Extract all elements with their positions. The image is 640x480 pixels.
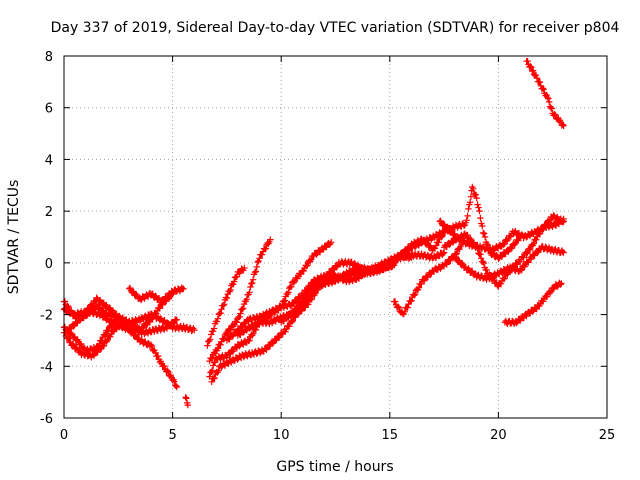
x-tick-label: 20 [490,428,507,443]
series-trace-19 [436,215,567,254]
x-tick-label: 15 [382,428,399,443]
x-tick-label: 0 [60,428,68,443]
y-tick-label: 6 [45,102,53,117]
plus-markers [126,284,187,306]
plus-markers [182,394,191,409]
plus-markers [204,264,248,349]
plus-markers [451,243,567,283]
series-trace-20 [501,279,565,327]
series-trace-18 [451,243,567,283]
plus-markers [436,215,567,254]
x-tick-label: 5 [168,428,176,443]
plus-markers [501,279,565,327]
x-tick-label: 25 [599,428,616,443]
series-trace-14 [278,250,415,326]
axis-ticks: 0 5 10 15 20 25 -6 -4 -2 0 2 4 6 8 [40,50,615,443]
y-axis-label: SDTVAR / TECUs [6,180,22,295]
y-tick-label: -2 [40,309,53,324]
x-axis-label: GPS time / hours [276,459,393,475]
plus-markers [278,250,415,326]
plus-markers [523,57,567,129]
series-trace-5 [65,307,181,338]
plus-markers [397,183,524,263]
plot-frame [63,55,608,419]
y-tick-label: 0 [45,257,53,272]
series-trace-8 [204,264,248,349]
y-tick-label: -4 [40,360,53,375]
series-trace-16 [397,183,524,263]
chart-title: Day 337 of 2019, Sidereal Day-to-day VTE… [51,20,620,36]
series-trace-21 [523,57,567,129]
y-tick-label: 2 [45,205,53,220]
data-points [60,57,567,409]
series-trace-7 [182,394,191,409]
series-trace-6 [126,284,187,306]
y-tick-label: 8 [45,50,53,65]
plus-markers [206,236,274,365]
y-tick-label: 4 [45,153,53,168]
x-tick-label: 10 [273,428,290,443]
series-trace-9 [206,236,274,365]
y-tick-label: -6 [40,412,53,427]
plus-markers [65,307,181,338]
